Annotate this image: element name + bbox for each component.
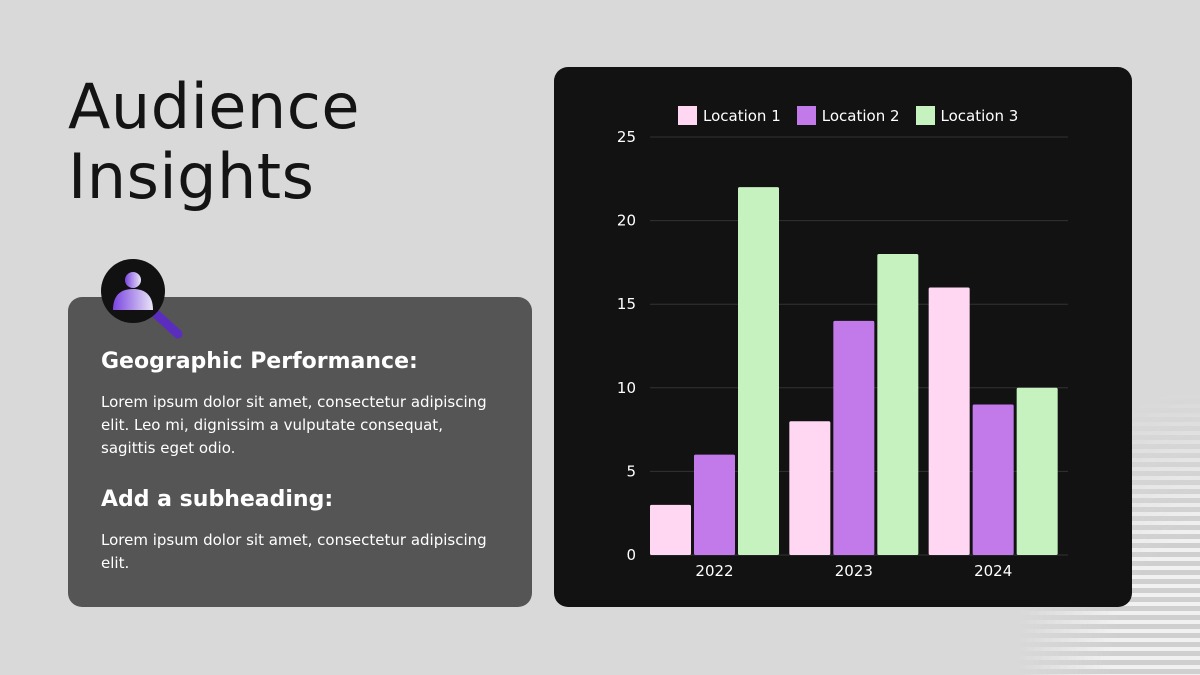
legend-label-location-3: Location 3 [940, 106, 1019, 125]
y-tick-label: 5 [626, 462, 636, 480]
legend-item-location-2: Location 2 [796, 106, 900, 125]
bar-2023-location-1 [789, 421, 831, 555]
geographic-body: Lorem ipsum dolor sit amet, consectetur … [101, 393, 487, 457]
legend-item-location-1: Location 1 [678, 106, 781, 125]
subheading: Add a subheading: [101, 487, 334, 512]
info-card: Geographic Performance: Lorem ipsum dolo… [68, 297, 532, 607]
bar-2024-location-1 [928, 287, 970, 555]
y-tick-label: 10 [617, 379, 636, 397]
y-tick-label: 20 [617, 212, 636, 230]
bar-2024-location-3 [1016, 387, 1058, 555]
bar-2022-location-1 [650, 504, 691, 555]
legend-label-location-2: Location 2 [821, 106, 900, 125]
legend-label-location-1: Location 1 [703, 106, 781, 125]
chart-card: Location 1 Location 2 Location 3 0 5 10 15 2… [554, 67, 1132, 607]
legend-swatch-location-2 [796, 106, 816, 125]
bar-2024-location-2 [972, 404, 1014, 555]
bar-2022-location-3 [738, 187, 779, 555]
subheading-body: Lorem ipsum dolor sit amet, consectetur … [101, 531, 487, 572]
x-tick-label: 2024 [974, 562, 1012, 580]
bar-2022-location-2 [694, 454, 735, 555]
y-tick-label: 0 [626, 546, 636, 564]
legend-swatch-location-3 [915, 106, 935, 125]
y-tick-label: 25 [617, 128, 636, 146]
bar-2023-location-2 [833, 320, 875, 555]
geographic-heading: Geographic Performance: [101, 349, 418, 374]
person-search-icon [101, 259, 183, 339]
x-tick-label: 2022 [695, 562, 733, 580]
x-tick-label: 2023 [835, 562, 873, 580]
title-line-1: Audience [68, 70, 360, 143]
page-title: Audience Insights [68, 72, 360, 212]
chart-legend: Location 1 Location 2 Location 3 [678, 106, 1018, 125]
bar-2023-location-3 [877, 254, 919, 556]
bar-chart: 0 5 10 15 20 25 2022 2023 2024 [617, 128, 1068, 580]
title-line-2: Insights [68, 140, 315, 213]
legend-item-location-3: Location 3 [915, 106, 1019, 125]
y-tick-label: 15 [617, 295, 636, 313]
legend-swatch-location-1 [678, 106, 697, 125]
